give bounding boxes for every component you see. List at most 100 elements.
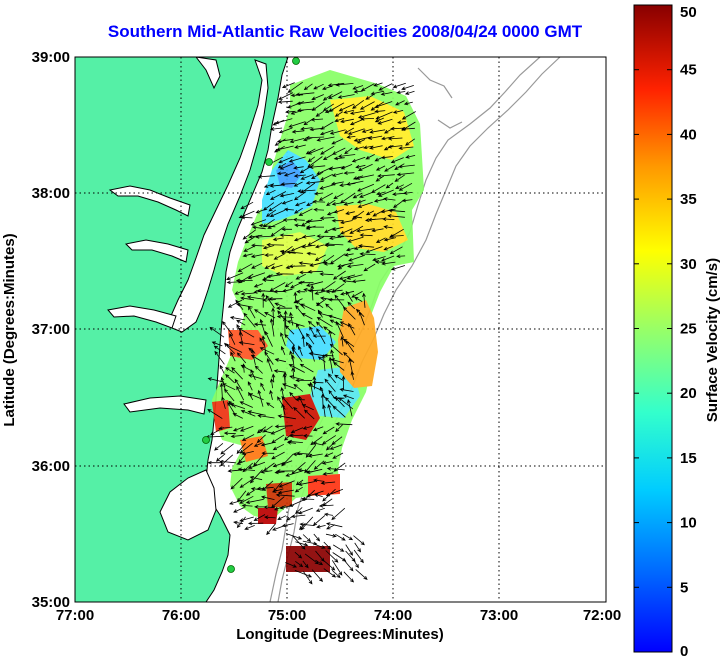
current-arrow bbox=[253, 283, 264, 288]
current-arrow bbox=[261, 278, 274, 282]
current-arrow bbox=[323, 262, 334, 266]
current-arrow bbox=[284, 433, 293, 441]
current-arrow bbox=[387, 136, 403, 141]
current-arrow bbox=[250, 253, 265, 258]
current-arrow bbox=[276, 306, 293, 311]
current-arrow bbox=[273, 253, 285, 260]
current-arrow bbox=[356, 228, 375, 233]
current-arrow bbox=[283, 207, 294, 212]
current-arrow bbox=[327, 91, 343, 99]
current-arrow bbox=[309, 261, 325, 267]
current-arrow bbox=[232, 426, 245, 432]
current-arrow bbox=[277, 515, 287, 520]
current-arrow bbox=[257, 389, 264, 407]
current-arrow bbox=[336, 234, 353, 238]
current-arrow bbox=[294, 223, 306, 228]
current-arrow bbox=[294, 551, 303, 559]
current-arrow bbox=[275, 271, 294, 276]
x-tick-label: 75:00 bbox=[268, 607, 306, 624]
current-arrow bbox=[398, 182, 413, 191]
current-arrow bbox=[283, 171, 296, 177]
current-arrow bbox=[291, 347, 303, 362]
current-arrow bbox=[264, 253, 274, 257]
current-arrow bbox=[321, 354, 326, 372]
current-arrow bbox=[357, 112, 376, 119]
current-arrow bbox=[360, 83, 375, 92]
current-arrow bbox=[270, 427, 287, 435]
current-arrow bbox=[351, 210, 365, 220]
current-arrow bbox=[264, 263, 275, 269]
current-arrow bbox=[239, 495, 254, 504]
current-arrow bbox=[305, 219, 323, 224]
current-arrow bbox=[239, 478, 253, 488]
current-arrow bbox=[385, 182, 394, 189]
current-arrow bbox=[266, 274, 283, 279]
current-arrow bbox=[396, 120, 406, 125]
current-arrow bbox=[237, 263, 253, 272]
current-arrow bbox=[277, 162, 287, 169]
current-arrow bbox=[285, 562, 298, 568]
current-arrow bbox=[285, 470, 303, 477]
current-arrow bbox=[290, 244, 307, 252]
current-arrow bbox=[293, 298, 303, 304]
current-arrow bbox=[207, 409, 223, 419]
current-arrow bbox=[377, 189, 394, 197]
current-arrow bbox=[300, 126, 313, 131]
current-arrow bbox=[276, 138, 294, 143]
current-arrow bbox=[326, 466, 345, 471]
current-arrow bbox=[271, 373, 276, 383]
current-arrow bbox=[365, 210, 375, 216]
current-arrow bbox=[332, 270, 346, 280]
current-arrow bbox=[377, 174, 395, 178]
current-arrow bbox=[381, 261, 396, 266]
current-arrow bbox=[297, 108, 314, 113]
current-arrow bbox=[338, 274, 356, 280]
current-arrow bbox=[302, 425, 313, 430]
current-arrow bbox=[278, 480, 295, 488]
current-arrow bbox=[301, 404, 314, 411]
current-arrow bbox=[289, 311, 294, 326]
current-arrow bbox=[306, 332, 315, 345]
current-arrow bbox=[349, 110, 365, 115]
james-river bbox=[107, 305, 177, 329]
current-arrow bbox=[294, 201, 306, 207]
current-arrow bbox=[295, 378, 313, 383]
colorbar-tick-label: 5 bbox=[680, 579, 688, 596]
current-arrow bbox=[351, 279, 366, 284]
current-arrow bbox=[295, 300, 306, 309]
current-arrow bbox=[296, 101, 315, 106]
current-arrow bbox=[305, 341, 314, 354]
current-arrow bbox=[384, 164, 396, 172]
current-arrow bbox=[387, 214, 405, 218]
current-arrow bbox=[353, 549, 364, 564]
current-arrow bbox=[298, 208, 313, 216]
map-frame bbox=[74, 56, 607, 603]
current-arrow bbox=[207, 377, 225, 383]
current-arrow bbox=[220, 443, 234, 455]
current-arrow bbox=[348, 358, 353, 374]
current-arrow bbox=[248, 234, 263, 239]
current-arrow bbox=[247, 381, 253, 391]
current-arrow bbox=[324, 452, 334, 457]
current-arrow bbox=[356, 139, 366, 144]
current-arrow bbox=[289, 375, 305, 381]
current-arrow bbox=[335, 82, 354, 87]
current-arrow bbox=[240, 201, 254, 210]
current-arrow bbox=[277, 489, 294, 495]
current-arrow bbox=[295, 541, 309, 547]
current-arrow bbox=[357, 201, 373, 208]
current-arrow bbox=[335, 533, 346, 541]
current-arrow bbox=[320, 121, 334, 130]
current-arrow bbox=[332, 405, 346, 418]
current-arrow bbox=[214, 350, 225, 365]
current-arrow bbox=[322, 93, 333, 101]
current-arrow bbox=[333, 193, 344, 200]
current-arrow bbox=[244, 525, 255, 530]
current-arrow bbox=[241, 451, 254, 456]
current-arrow bbox=[327, 82, 345, 87]
current-arrow bbox=[221, 396, 226, 409]
current-arrow bbox=[222, 383, 236, 391]
current-arrow bbox=[369, 145, 383, 150]
current-arrow bbox=[358, 163, 373, 171]
current-arrow bbox=[345, 340, 355, 353]
